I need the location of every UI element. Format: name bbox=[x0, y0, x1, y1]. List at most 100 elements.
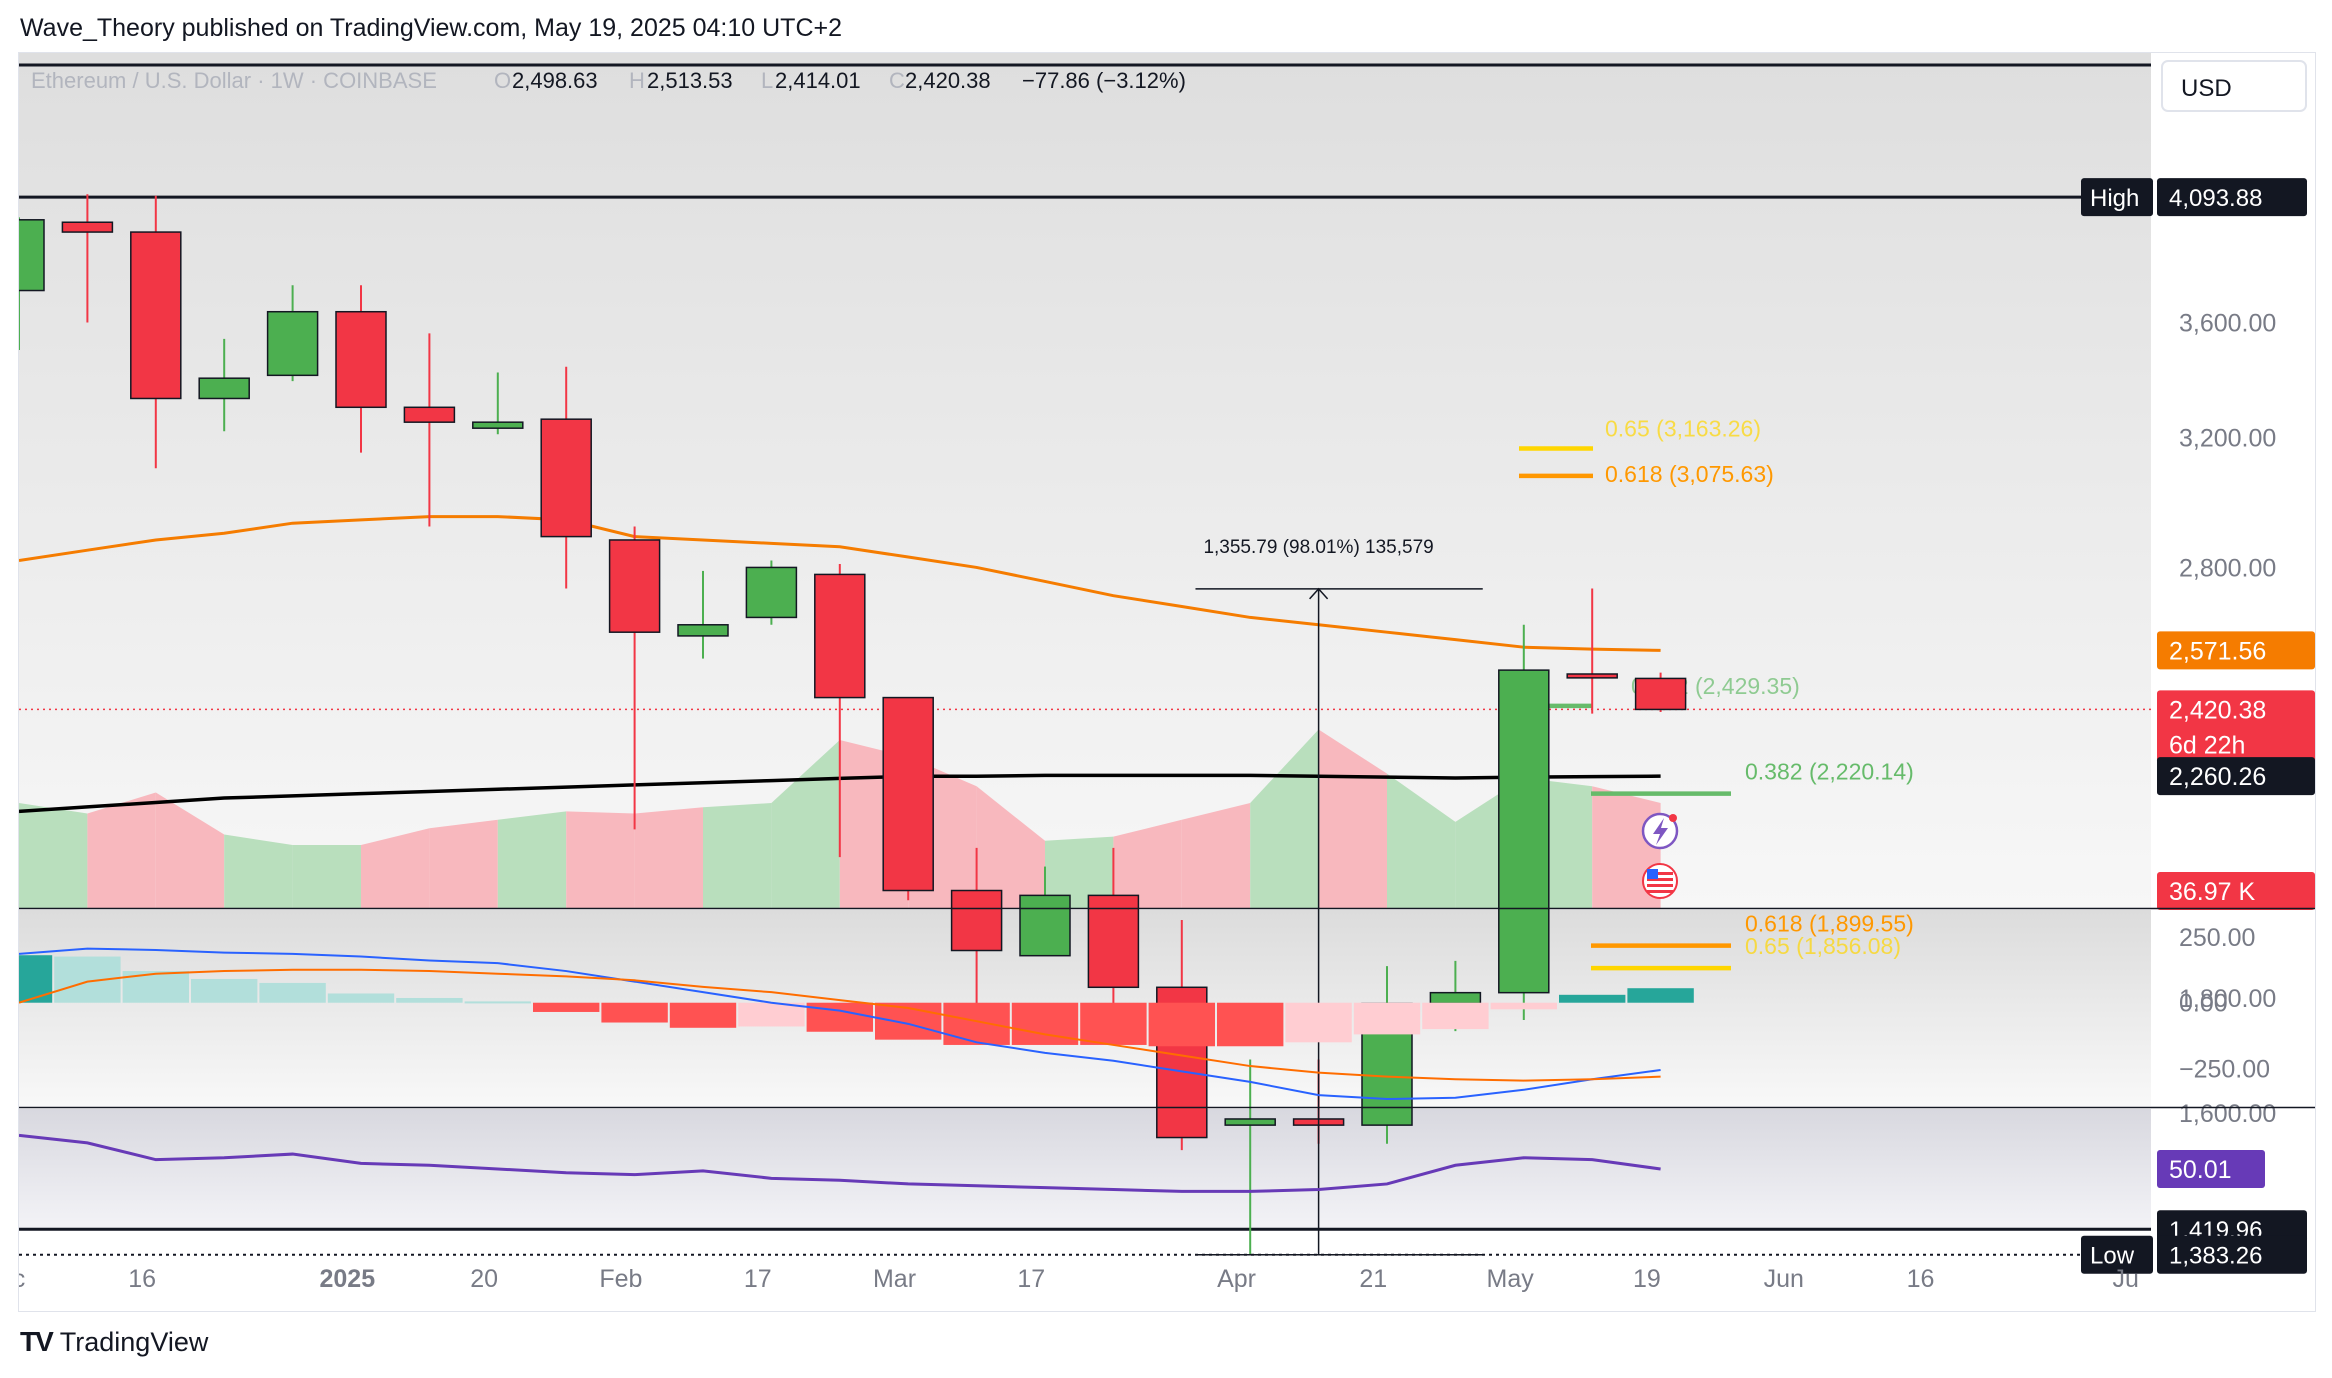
price-tick: 1,800.00 bbox=[2179, 985, 2276, 1013]
level-value: 1,383.26 bbox=[2169, 1243, 2262, 1270]
volume-segment bbox=[1387, 773, 1456, 908]
macd-line bbox=[18, 947, 1661, 1101]
level-tag bbox=[2157, 1235, 2307, 1274]
level-tag bbox=[2157, 178, 2307, 217]
signal-line bbox=[18, 968, 1661, 1082]
fib-label: 0.382 (2,220.14) bbox=[1745, 759, 1914, 785]
time-tick: Apr bbox=[1217, 1265, 1256, 1293]
volume-segment bbox=[224, 834, 293, 908]
macd-histogram-bar bbox=[1559, 994, 1626, 1003]
macd-histogram-bar bbox=[738, 1002, 805, 1027]
ohlc-low-label: L bbox=[761, 68, 773, 93]
level-label-tag bbox=[2081, 1235, 2153, 1274]
macd-histogram-bar bbox=[533, 1002, 600, 1012]
candle-body bbox=[745, 566, 798, 619]
candle-body bbox=[1429, 991, 1482, 1005]
time-axis: c 16 2025 20 Feb 17 Mar 17 Apr 21 May 19 Jun 16 Ju bbox=[13, 1265, 2139, 1293]
time-tick: c bbox=[19, 1265, 25, 1293]
price-tag bbox=[2157, 872, 2315, 910]
candle-body bbox=[198, 377, 250, 400]
volume-segment bbox=[87, 792, 156, 908]
macd-histogram-bar bbox=[191, 978, 258, 1003]
macd-histogram-bar bbox=[669, 1002, 737, 1028]
chart-canvas[interactable]: 0.65 (3,163.26) 0.618 (3,075.63) 0.382 (2,… bbox=[0, 53, 2315, 1311]
rsi-pane bbox=[18, 1133, 1661, 1193]
rsi-pane-background bbox=[19, 1109, 2151, 1229]
volume-segment bbox=[771, 740, 840, 908]
fib-label: 0.618 (3,075.63) bbox=[1605, 461, 1774, 487]
macd-histogram-bar bbox=[327, 993, 395, 1003]
horizontal-levels bbox=[19, 63, 2151, 1256]
ohlc-legend: O 2,498.63 H 2,513.53 L 2,414.01 C 2,420… bbox=[494, 68, 1186, 93]
macd-histogram-bar bbox=[0, 955, 53, 1003]
volume-segment bbox=[1250, 729, 1319, 908]
macd-histogram-bar bbox=[464, 1001, 531, 1004]
rsi-tag bbox=[2157, 1149, 2265, 1188]
macd-histogram-bar bbox=[1148, 1002, 1215, 1047]
candle-body bbox=[608, 539, 661, 633]
candle-body bbox=[130, 231, 182, 400]
candle-body bbox=[677, 624, 729, 637]
time-tick: May bbox=[1487, 1265, 1535, 1293]
time-tick: 20 bbox=[470, 1265, 498, 1293]
price-axis: 4,093.88High1,419.961,383.26Low3,600.003… bbox=[2081, 178, 2315, 1274]
us-flag-icon[interactable] bbox=[1642, 863, 1678, 899]
macd-histogram-bar bbox=[1627, 988, 1694, 1003]
macd-histogram-bar bbox=[1490, 1002, 1557, 1010]
measure-arrow bbox=[1309, 587, 1329, 600]
macd-histogram-bar bbox=[1422, 1002, 1489, 1030]
price-tag-value: 2,260.26 bbox=[2169, 763, 2266, 791]
fib-label: 0.65 (1,856.08) bbox=[1745, 933, 1901, 959]
price-tag-value: 2,571.56 bbox=[2169, 637, 2266, 665]
candle-body bbox=[1498, 669, 1550, 994]
volume-segment bbox=[429, 819, 498, 908]
volume-segment bbox=[1181, 803, 1251, 908]
ohlc-open: 2,498.63 bbox=[512, 68, 598, 93]
price-tick: 2,800.00 bbox=[2179, 554, 2276, 582]
macd-histogram-bar bbox=[1285, 1002, 1352, 1043]
lightning-icon[interactable] bbox=[1641, 812, 1679, 850]
time-tick: 19 bbox=[1633, 1265, 1661, 1293]
measure-tool: 1,355.79 (98.01%) 135,579 bbox=[1195, 537, 1483, 1256]
macd-histogram-bar bbox=[1353, 1002, 1421, 1035]
level-value: 4,093.88 bbox=[2169, 185, 2262, 212]
ohlc-open-label: O bbox=[494, 68, 511, 93]
candle-body bbox=[1087, 894, 1140, 989]
fibonacci-levels: 0.65 (3,163.26) 0.618 (3,075.63) 0.382 (2,… bbox=[1519, 416, 1914, 971]
time-tick: 2025 bbox=[320, 1265, 376, 1293]
currency-button[interactable]: USD bbox=[2161, 60, 2307, 112]
macd-tick: −250.00 bbox=[2179, 1056, 2270, 1084]
time-tick: Jun bbox=[1764, 1265, 1804, 1293]
volume-segment bbox=[1113, 819, 1182, 908]
candle-body bbox=[1566, 673, 1618, 679]
volume-segment bbox=[292, 845, 361, 908]
footer-brand: TradingView bbox=[59, 1326, 209, 1357]
candle-body bbox=[61, 221, 114, 233]
price-tag-value: 2,420.38 bbox=[2169, 696, 2266, 724]
volume-segment bbox=[497, 811, 567, 908]
ema-line bbox=[18, 515, 1661, 652]
ema-path bbox=[18, 515, 1661, 652]
time-tick: 16 bbox=[1907, 1265, 1935, 1293]
ohlc-close-label: C bbox=[889, 68, 905, 93]
price-tag bbox=[2157, 757, 2315, 796]
macd-tick: 250.00 bbox=[2179, 924, 2255, 952]
footer: TV TradingView bbox=[20, 1326, 208, 1358]
candles bbox=[0, 194, 1687, 1255]
volume-segment bbox=[703, 803, 772, 908]
tradingview-logo-icon: TV bbox=[20, 1326, 54, 1357]
price-tick: 1,600.00 bbox=[2179, 1100, 2276, 1128]
volume-segment bbox=[361, 828, 430, 908]
time-tick: 21 bbox=[1359, 1265, 1387, 1293]
fib-label: 0.65 (3,163.26) bbox=[1605, 416, 1761, 442]
publisher-header: Wave_Theory published on TradingView.com… bbox=[20, 14, 842, 42]
macd-pane bbox=[0, 947, 1694, 1101]
candle-body bbox=[0, 219, 45, 292]
time-tick: 17 bbox=[744, 1265, 772, 1293]
candle-body bbox=[335, 310, 387, 409]
volume-segment bbox=[566, 811, 635, 908]
fib-label: 0.618 (1,899.55) bbox=[1745, 911, 1914, 937]
main-pane-background bbox=[19, 53, 2151, 908]
symbol-title: Ethereum / U.S. Dollar · 1W · COINBASE bbox=[31, 68, 437, 93]
volume-segment bbox=[155, 792, 225, 908]
